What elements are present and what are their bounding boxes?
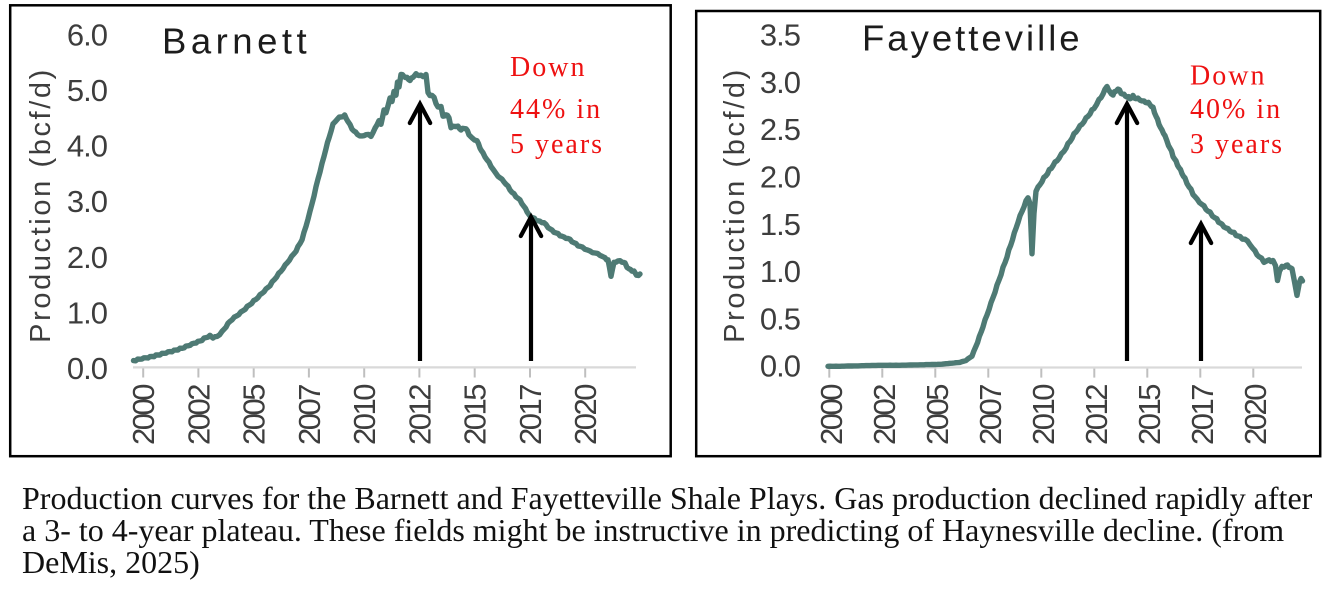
svg-text:6.0: 6.0 [67,17,108,52]
svg-text:44% in: 44% in [510,94,602,125]
svg-text:5.0: 5.0 [67,73,108,108]
svg-text:2.5: 2.5 [760,112,800,147]
svg-text:Down: Down [1190,61,1266,92]
svg-text:0.5: 0.5 [760,301,800,336]
svg-text:2000: 2000 [814,384,849,445]
svg-text:1.5: 1.5 [760,207,800,242]
svg-text:2010: 2010 [1026,384,1061,445]
svg-text:0.0: 0.0 [67,351,108,386]
svg-text:2002: 2002 [181,385,216,445]
svg-text:2015: 2015 [458,385,493,445]
svg-text:2020: 2020 [1238,384,1273,445]
svg-text:1.0: 1.0 [67,295,108,330]
svg-text:2015: 2015 [1132,385,1167,445]
svg-text:5 years: 5 years [510,129,604,160]
svg-text:2005: 2005 [920,385,955,445]
svg-text:2002: 2002 [867,385,902,445]
svg-text:3.0: 3.0 [760,65,801,100]
svg-text:3 years: 3 years [1190,129,1284,160]
svg-text:0.0: 0.0 [760,349,801,384]
svg-text:Barnett: Barnett [162,21,311,62]
svg-text:2012: 2012 [402,385,437,445]
svg-text:2012: 2012 [1079,385,1114,445]
svg-text:2017: 2017 [1185,385,1220,445]
svg-text:2000: 2000 [126,384,161,445]
svg-text:4.0: 4.0 [67,129,108,164]
svg-text:Production (bcf/d): Production (bcf/d) [719,67,751,343]
svg-text:40% in: 40% in [1190,94,1282,125]
svg-text:2005: 2005 [237,385,272,445]
svg-text:Down: Down [510,52,586,83]
svg-text:2017: 2017 [513,385,548,445]
svg-text:2007: 2007 [292,385,327,445]
svg-text:2.0: 2.0 [760,160,801,195]
svg-text:1.0: 1.0 [760,254,801,289]
svg-text:3.0: 3.0 [67,184,108,219]
svg-text:3.5: 3.5 [760,18,800,53]
svg-text:2007: 2007 [973,385,1008,445]
svg-text:Production (bcf/d): Production (bcf/d) [25,67,57,343]
svg-text:2020: 2020 [568,384,603,445]
svg-text:2.0: 2.0 [67,240,108,275]
svg-text:Fayetteville: Fayetteville [862,18,1083,59]
svg-text:2010: 2010 [347,384,382,445]
